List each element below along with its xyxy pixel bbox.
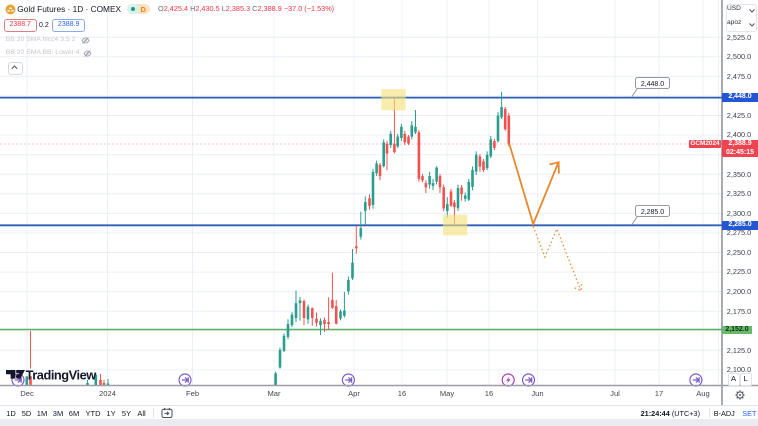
svg-text:TradingView: TradingView xyxy=(26,369,97,382)
svg-text:2,448.0: 2,448.0 xyxy=(641,81,664,88)
svg-text:2,285.0: 2,285.0 xyxy=(641,209,664,216)
